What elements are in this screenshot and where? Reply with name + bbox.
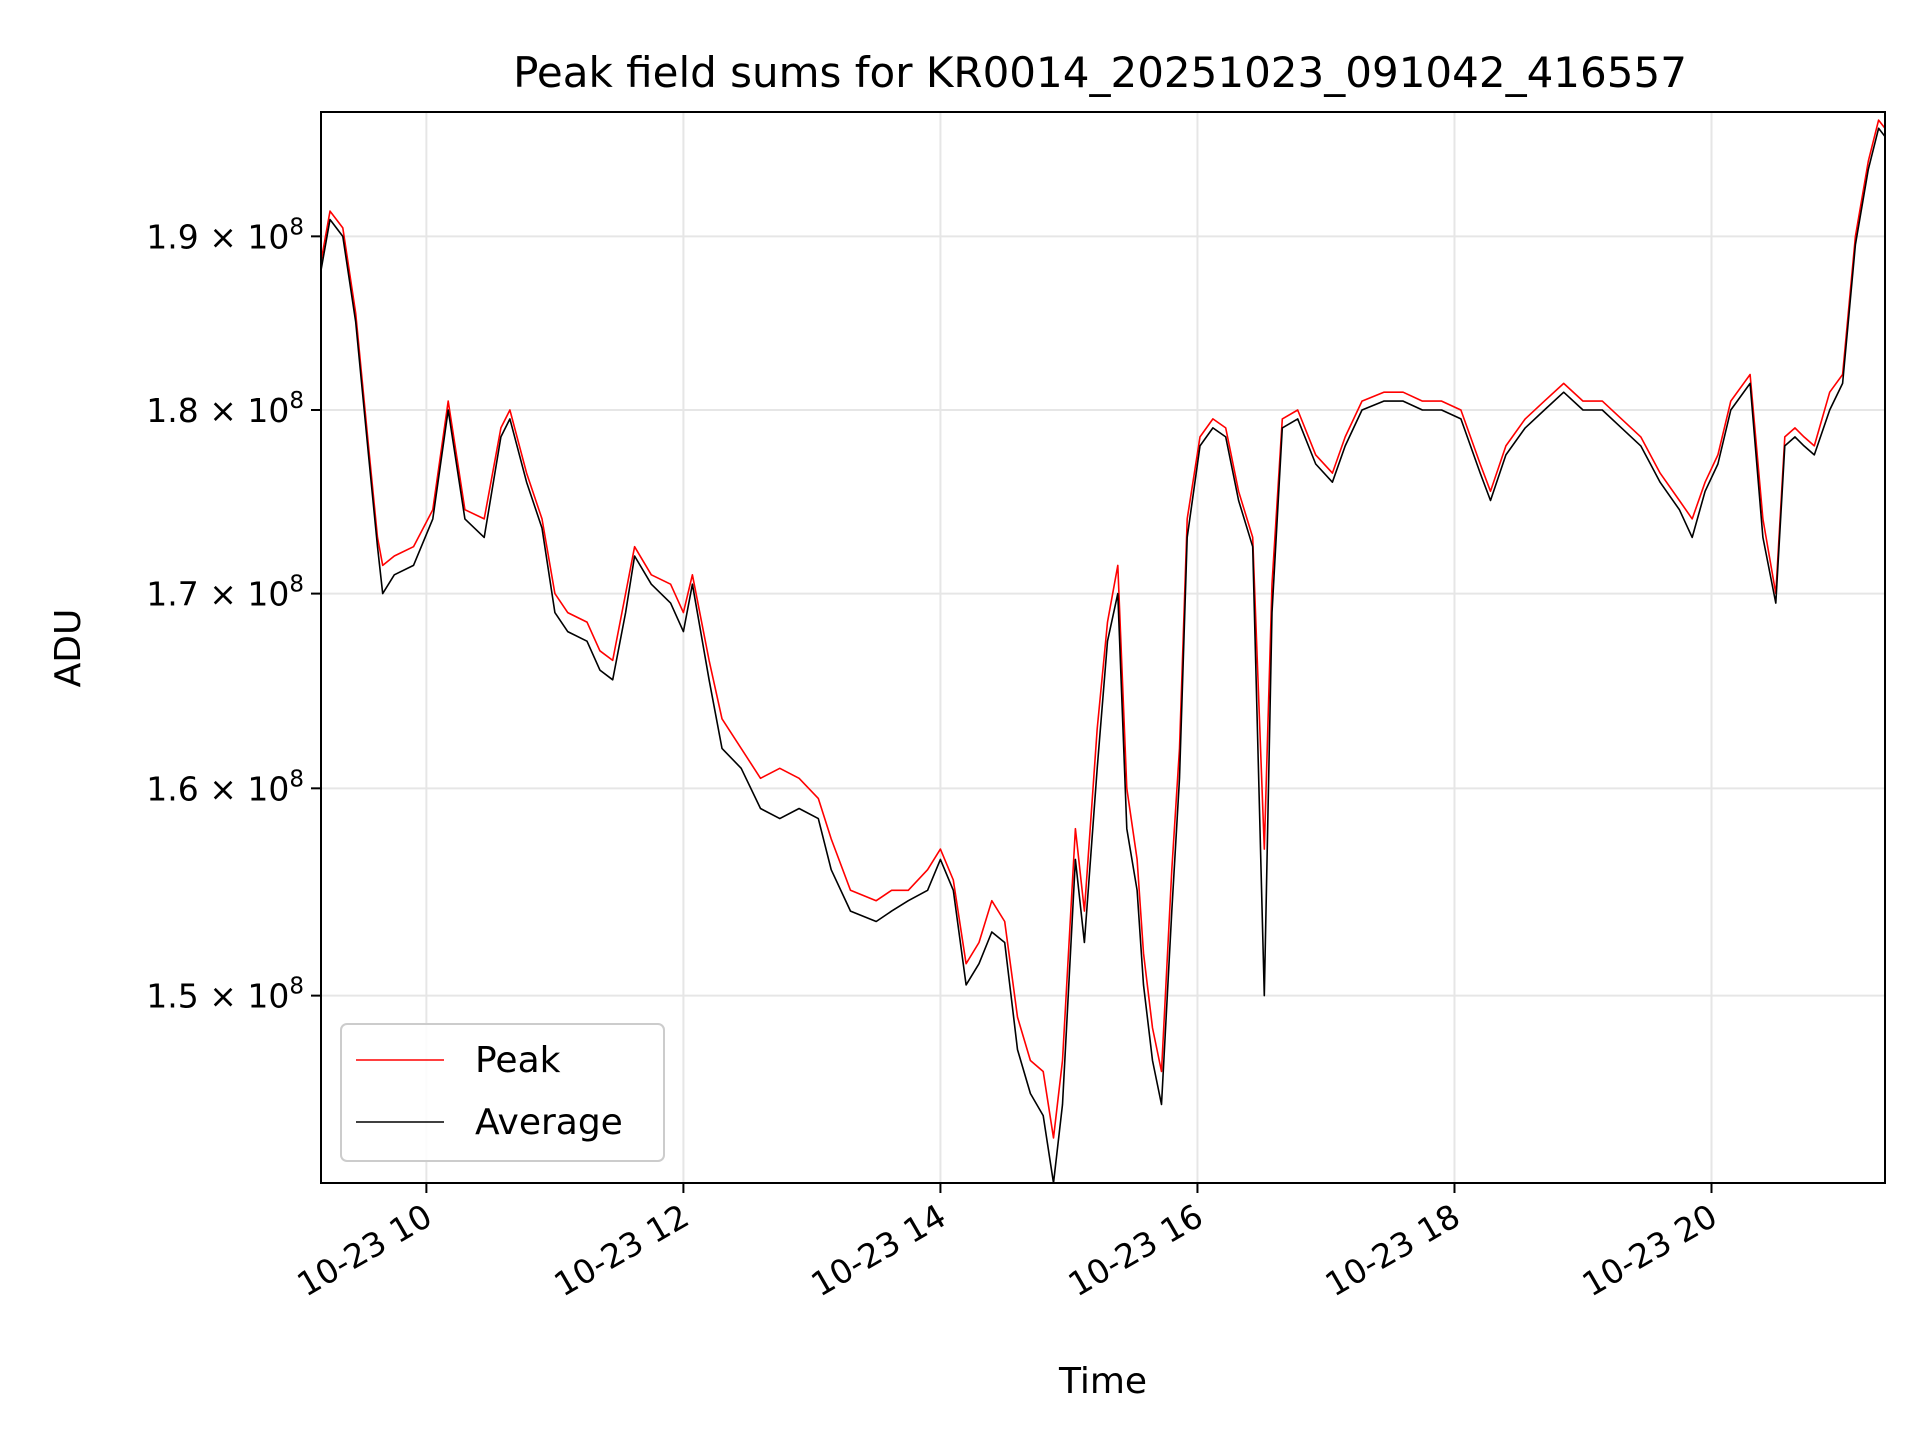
y-tick-label: 1.6 × 108 (146, 766, 304, 808)
chart-title: Peak field sums for KR0014_20251023_0910… (513, 48, 1687, 97)
legend-box (340, 1023, 665, 1162)
y-axis-label: ADU (48, 609, 89, 688)
series-lines (321, 119, 1885, 1183)
y-axis: 1.5 × 108 1.6 × 108 1.7 × 108 1.8 × 108 1.9 … (146, 214, 321, 1016)
plot-frame (320, 111, 1886, 1184)
legend-label-average: Average (475, 1102, 623, 1143)
legend: Peak Average (340, 1023, 665, 1162)
series-line-peak (321, 119, 1885, 1139)
grid (321, 112, 1885, 1183)
y-tick-label: 1.9 × 108 (146, 214, 304, 256)
legend-label-peak: Peak (475, 1040, 561, 1081)
series-line-average (321, 127, 1885, 1183)
y-tick-label: 1.5 × 108 (146, 974, 304, 1016)
x-axis-label: Time (1058, 1361, 1147, 1402)
y-tick-label: 1.8 × 108 (146, 388, 304, 430)
y-tick-label: 1.7 × 108 (146, 572, 304, 614)
